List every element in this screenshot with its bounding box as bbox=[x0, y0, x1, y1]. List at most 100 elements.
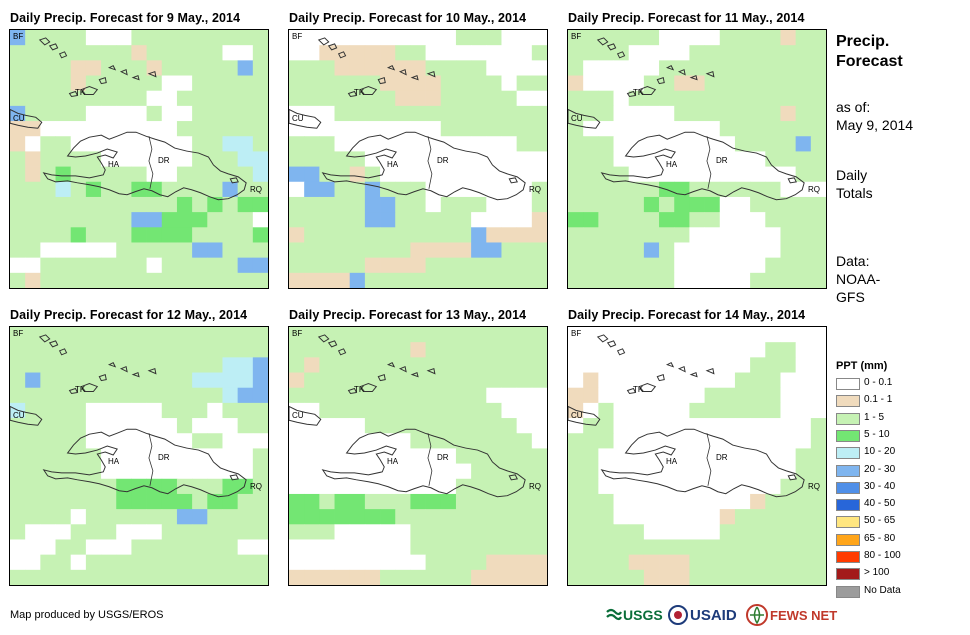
precip-cell bbox=[795, 493, 812, 510]
precip-cell bbox=[10, 478, 26, 495]
precip-cell bbox=[334, 45, 351, 61]
precip-cell bbox=[810, 105, 826, 122]
precip-cell bbox=[734, 372, 751, 389]
precip-cell bbox=[146, 387, 163, 404]
precip-cell bbox=[222, 212, 239, 228]
precip-cell bbox=[531, 105, 547, 122]
precip-cell bbox=[501, 75, 518, 92]
precip-cell bbox=[176, 90, 193, 107]
precip-cell bbox=[349, 402, 366, 419]
precip-cell bbox=[486, 60, 502, 76]
precip-cell bbox=[516, 569, 533, 585]
precip-cell bbox=[486, 509, 502, 525]
precip-cell bbox=[410, 257, 426, 274]
island-outline bbox=[626, 90, 637, 98]
precip-cell bbox=[531, 327, 547, 343]
precip-cell bbox=[334, 402, 351, 419]
precip-cell bbox=[364, 418, 381, 434]
precip-cell bbox=[613, 342, 630, 358]
precip-cell bbox=[471, 30, 487, 46]
precip-cell bbox=[750, 433, 766, 449]
precip-cell bbox=[598, 372, 614, 389]
precip-cell bbox=[810, 327, 826, 343]
map-label-rq: RQ bbox=[250, 185, 262, 194]
precip-cell bbox=[395, 554, 411, 571]
precip-cell bbox=[319, 342, 335, 358]
precip-cell bbox=[237, 524, 254, 540]
precip-cell bbox=[486, 136, 502, 152]
precip-cell bbox=[531, 448, 547, 464]
precip-cell bbox=[55, 272, 72, 288]
precip-cell bbox=[568, 272, 584, 288]
precip-cell bbox=[598, 327, 614, 343]
precip-cell bbox=[765, 75, 781, 92]
precip-cell bbox=[289, 75, 305, 92]
precip-cell bbox=[501, 45, 518, 61]
map-label-cu: CU bbox=[13, 114, 25, 123]
precip-cell bbox=[516, 493, 533, 510]
precip-cell bbox=[455, 166, 472, 183]
precip-cell bbox=[613, 60, 630, 76]
precip-cell bbox=[704, 342, 721, 358]
precip-cell bbox=[750, 105, 766, 122]
legend-label: 10 - 20 bbox=[864, 446, 896, 458]
precip-cell bbox=[689, 60, 705, 76]
precip-cell bbox=[334, 75, 351, 92]
precip-cell bbox=[101, 554, 117, 571]
precip-cell bbox=[598, 272, 614, 288]
precip-cell bbox=[765, 181, 781, 198]
map-label-dr: DR bbox=[716, 156, 728, 165]
precip-cell bbox=[319, 478, 335, 495]
precip-cell bbox=[146, 272, 163, 288]
precip-cell bbox=[116, 75, 132, 92]
precip-cell bbox=[304, 75, 320, 92]
precip-cell bbox=[25, 90, 41, 107]
precip-cell bbox=[719, 433, 736, 449]
precip-cell bbox=[70, 105, 87, 122]
precip-cell bbox=[25, 478, 41, 495]
precip-cell bbox=[304, 448, 320, 464]
map-label-tk: TK bbox=[75, 385, 86, 394]
precip-cell bbox=[252, 227, 268, 243]
precip-cell bbox=[674, 448, 690, 464]
precip-cell bbox=[440, 524, 457, 540]
map-label-ha: HA bbox=[387, 160, 399, 169]
precip-cell bbox=[334, 418, 351, 434]
precip-cell bbox=[319, 357, 335, 373]
precip-cell bbox=[131, 60, 147, 76]
precip-cell bbox=[795, 151, 812, 167]
precip-cell bbox=[719, 105, 736, 122]
precip-cell bbox=[55, 509, 72, 525]
precip-cell bbox=[395, 196, 411, 213]
precip-cell bbox=[395, 342, 411, 358]
precip-cell bbox=[55, 372, 72, 389]
ha-dr-border bbox=[148, 433, 154, 486]
precip-cell bbox=[704, 90, 721, 107]
precip-cell bbox=[237, 433, 254, 449]
precip-cell bbox=[425, 569, 442, 585]
precip-cell bbox=[810, 387, 826, 404]
precip-cell bbox=[146, 75, 163, 92]
precip-cell bbox=[334, 433, 351, 449]
island-outline bbox=[38, 334, 51, 343]
precip-cell bbox=[116, 105, 132, 122]
precip-cell bbox=[101, 196, 117, 213]
precip-cell bbox=[674, 372, 690, 389]
precip-cell bbox=[455, 418, 472, 434]
island-outline bbox=[347, 387, 358, 395]
precip-cell bbox=[425, 121, 442, 137]
precip-cell bbox=[252, 402, 268, 419]
hispaniola-outline bbox=[600, 428, 805, 498]
precip-cell bbox=[101, 90, 117, 107]
precip-cell bbox=[440, 387, 457, 404]
island-outline bbox=[359, 383, 378, 392]
precip-cell bbox=[486, 212, 502, 228]
precip-cell bbox=[70, 166, 87, 183]
precip-cell bbox=[176, 372, 193, 389]
precip-cell bbox=[440, 569, 457, 585]
island-outline bbox=[317, 334, 330, 343]
precip-cell bbox=[613, 554, 630, 571]
precip-cell bbox=[161, 554, 178, 571]
precip-cell bbox=[568, 45, 584, 61]
precip-cell bbox=[237, 257, 254, 274]
